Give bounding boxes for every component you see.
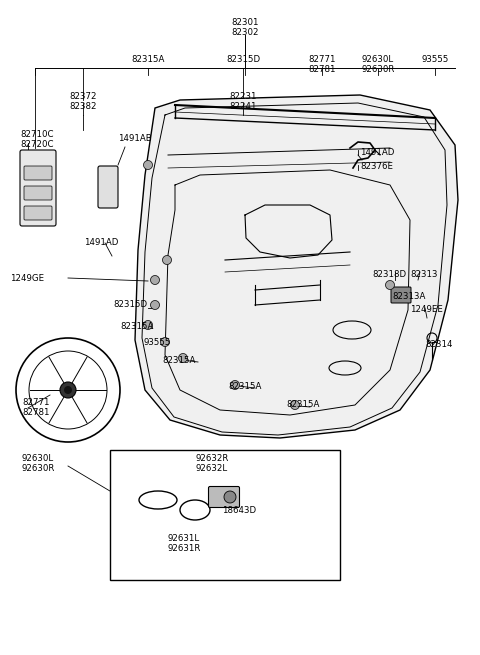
Text: 1491AD: 1491AD — [84, 238, 119, 247]
Circle shape — [60, 382, 76, 398]
Text: 82315A: 82315A — [286, 400, 319, 409]
Text: 92630L
92630R: 92630L 92630R — [361, 55, 395, 75]
Circle shape — [144, 320, 153, 329]
Text: 82315D: 82315D — [113, 300, 147, 309]
Text: 82376E: 82376E — [360, 162, 393, 171]
FancyBboxPatch shape — [24, 186, 52, 200]
Circle shape — [230, 381, 240, 390]
Text: 1249GE: 1249GE — [10, 274, 44, 283]
Circle shape — [160, 337, 169, 346]
Text: 82710C
82720C: 82710C 82720C — [20, 130, 53, 149]
Text: 18643D: 18643D — [222, 506, 256, 515]
Text: 82315A: 82315A — [132, 55, 165, 64]
Text: 92630L
92630R: 92630L 92630R — [22, 454, 55, 474]
FancyBboxPatch shape — [24, 166, 52, 180]
Circle shape — [224, 491, 236, 503]
Text: 82372
82382: 82372 82382 — [69, 92, 97, 111]
Text: 82315A: 82315A — [228, 382, 262, 391]
Circle shape — [151, 276, 159, 284]
FancyBboxPatch shape — [20, 150, 56, 226]
Text: 82315A: 82315A — [120, 322, 154, 331]
Text: 82771
82781: 82771 82781 — [308, 55, 336, 75]
Text: 1491AB: 1491AB — [118, 134, 152, 143]
Circle shape — [163, 255, 171, 265]
Text: 82318D: 82318D — [372, 270, 406, 279]
Polygon shape — [135, 95, 458, 438]
FancyBboxPatch shape — [24, 206, 52, 220]
Text: 82313A: 82313A — [392, 292, 425, 301]
Bar — [110, 450, 340, 580]
Text: 82315A: 82315A — [162, 356, 195, 365]
Circle shape — [179, 354, 188, 362]
FancyBboxPatch shape — [208, 487, 240, 508]
Text: 1249EE: 1249EE — [410, 305, 443, 314]
Text: 82231
82241: 82231 82241 — [229, 92, 257, 111]
FancyBboxPatch shape — [391, 287, 411, 303]
FancyBboxPatch shape — [98, 166, 118, 208]
Circle shape — [144, 160, 153, 170]
Circle shape — [151, 301, 159, 310]
Text: 92631L
92631R: 92631L 92631R — [167, 534, 200, 553]
Text: 93555: 93555 — [143, 338, 170, 347]
Circle shape — [64, 386, 72, 394]
Text: 82771
82781: 82771 82781 — [22, 398, 49, 417]
Circle shape — [290, 400, 300, 409]
Text: 93555: 93555 — [421, 55, 449, 64]
Text: 82313: 82313 — [410, 270, 437, 279]
Text: 1491AD: 1491AD — [360, 148, 395, 157]
Text: 82301
82302: 82301 82302 — [231, 18, 259, 37]
Text: 82315D: 82315D — [226, 55, 260, 64]
Text: 92632R
92632L: 92632R 92632L — [196, 454, 229, 474]
Text: 82314: 82314 — [425, 340, 453, 349]
Circle shape — [385, 280, 395, 290]
